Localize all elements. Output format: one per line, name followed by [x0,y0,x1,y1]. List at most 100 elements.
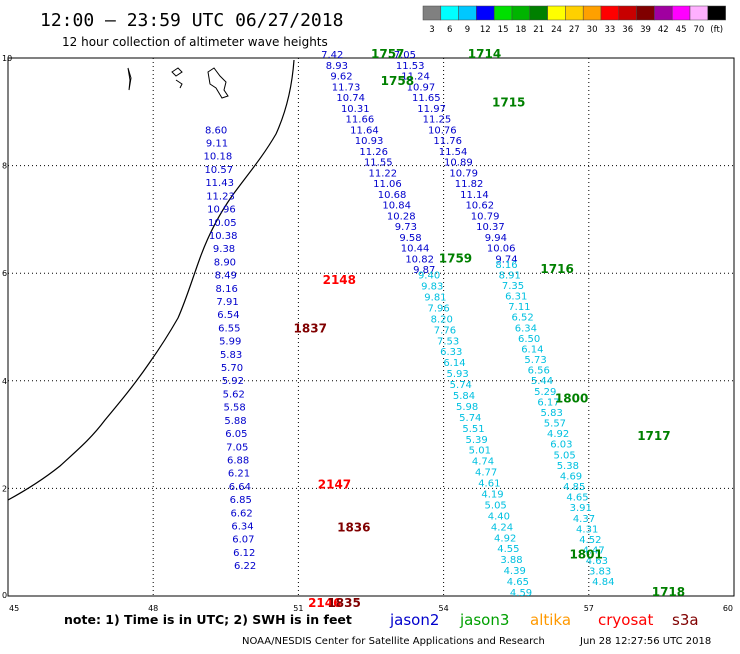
swh-value: 8.93 [326,61,348,72]
swh-value: 5.44 [531,376,553,387]
swh-value: 9.62 [330,72,352,83]
swh-value: 10.93 [355,136,384,147]
swh-value: 4.61 [478,479,500,490]
track-jason3: 8.168.917.356.317.116.526.346.506.145.73… [495,260,614,588]
swh-value: 11.55 [364,158,393,169]
pass-time-label: 2148 [323,273,356,287]
swh-value: 4.37 [573,514,595,525]
swh-value: 10.28 [387,211,416,222]
x-tick-label: 60 [723,604,733,613]
pass-time-label: 1716 [540,262,573,276]
pass-time-labels: 1757 1714 1758 1715 1759 1716 1800 1717 1801 1718… [294,47,686,610]
swh-value: 6.21 [228,469,250,480]
legend-label: 15 [498,25,509,35]
legend-swatch [600,5,620,21]
legend-label: 70 [693,25,704,35]
swh-value: 10.62 [465,201,494,212]
swh-value: 10.68 [378,190,407,201]
swh-value: 6.50 [518,334,540,345]
x-tick-label: 54 [439,604,449,613]
legend-label: 45 [676,25,687,35]
pass-time-label: 1837 [294,321,327,335]
swh-value: 6.22 [234,561,256,572]
legend-label: 27 [569,25,580,35]
swh-value: 11.22 [369,168,398,179]
swh-value: 11.23 [206,191,235,202]
swh-value: 3.88 [500,555,522,566]
legend-swatch [511,5,531,21]
satellite-s3a: s3a [672,611,699,629]
swh-value: 4.69 [560,471,582,482]
swh-value: 8.60 [205,125,227,136]
swh-value: 4.39 [504,566,526,577]
swh-value: 10.82 [405,254,434,265]
swh-value: 10.89 [444,158,473,169]
swh-value: 4.74 [472,457,494,468]
swh-value: 11.64 [350,125,379,136]
swh-value: 10.76 [428,125,457,136]
swh-value: 7.05 [394,50,416,61]
swh-value: 4.31 [576,524,598,535]
legend-label: 9 [465,25,470,35]
swh-value: 8.20 [431,314,453,325]
swh-value: 11.53 [396,61,425,72]
swh-value: 5.83 [220,350,242,361]
footer-note: note: 1) Time is in UTC; 2) SWH is in fe… [64,612,352,627]
pass-time-label: 2147 [318,477,351,491]
legend-label: 18 [515,25,526,35]
legend-label: 33 [604,25,615,35]
legend-label: 24 [551,25,562,35]
swh-value: 6.62 [231,508,253,519]
pass-time-label: 1800 [555,391,588,405]
swh-value: 4.85 [563,482,585,493]
track-jason3: 9.409.839.817.968.207.767.536.336.145.93… [418,271,532,599]
swh-value: 5.01 [469,446,491,457]
swh-value: 9.81 [424,292,446,303]
swh-value: 10.38 [209,231,238,242]
swh-value: 11.06 [373,179,402,190]
swh-value: 8.16 [495,260,517,271]
legend-swatch [547,5,566,21]
y-tick-label: 8 [2,162,7,171]
swh-value: 6.12 [233,548,255,559]
swh-value: 4.92 [494,533,516,544]
swh-value: 8.91 [499,270,521,281]
swh-value: 5.88 [224,416,246,427]
swh-value: 6.05 [225,429,247,440]
swh-value: 11.76 [433,136,462,147]
swh-value: 9.87 [413,265,435,276]
swh-value: 5.99 [219,337,241,348]
pass-time-label: 1758 [381,74,414,88]
y-tick-label: 0 [2,591,7,600]
legend-swatch [636,5,655,21]
swh-value: 10.18 [204,152,233,163]
swh-value: 6.34 [515,323,537,334]
swh-value: 5.38 [557,461,579,472]
swh-value: 5.92 [222,376,244,387]
swh-value: 6.34 [231,521,253,532]
legend-label: 42 [658,25,669,35]
island [175,79,183,89]
swh-value: 6.55 [218,323,240,334]
swh-value: 6.54 [217,310,239,321]
pass-time-label: 1715 [492,95,525,109]
swh-value: 6.14 [521,344,543,355]
coastline [7,59,295,501]
swh-value: 4.59 [510,588,532,599]
swh-value: 10.57 [204,165,233,176]
swh-value: 7.96 [427,303,449,314]
swh-value: 5.05 [553,450,575,461]
pass-time-label: 1835 [327,596,360,610]
swh-value: 6.17 [537,397,559,408]
swh-value: 10.31 [341,104,370,115]
swh-value: 5.74 [450,380,472,391]
swh-value: 6.56 [528,366,550,377]
swh-value: 4.52 [579,535,601,546]
swh-value: 5.39 [466,435,488,446]
legend-swatch [671,5,691,21]
swh-value: 4.40 [488,511,510,522]
swh-value: 11.24 [401,72,430,83]
legend-label: 30 [587,25,598,35]
swh-value: 7.91 [216,297,238,308]
swh-value: 9.74 [495,254,517,265]
